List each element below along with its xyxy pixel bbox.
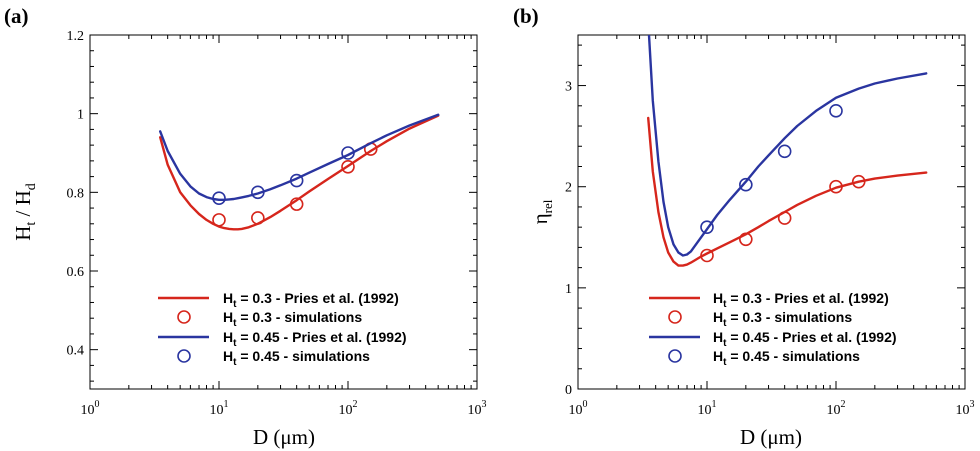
y-tick-label: 0.4	[67, 344, 85, 359]
legend-label-a-0: Ht = 0.3 - Pries et al. (1992)	[223, 290, 399, 310]
data-point-a-3	[289, 173, 304, 188]
y-axis-label-b: ηrel	[528, 199, 555, 224]
x-axis-label-b: D (μm)	[740, 425, 802, 449]
legend-label-b-0: Ht = 0.3 - Pries et al. (1992)	[713, 290, 889, 310]
y-tick-label: 3	[565, 80, 572, 95]
y-tick-label: 0.8	[67, 186, 85, 201]
panel-label-a: (a)	[4, 4, 29, 28]
data-point-a-3	[212, 191, 226, 206]
data-point-b-1	[700, 248, 714, 263]
legend-label-a-3: Ht = 0.45 - simulations	[223, 348, 370, 368]
data-point-a-3	[341, 146, 355, 160]
legend-label-a-2: Ht = 0.45 - Pries et al. (1992)	[223, 329, 407, 349]
legend-entry-b-2: Ht = 0.45 - Pries et al. (1992)	[649, 329, 897, 349]
data-point-a-1	[212, 213, 226, 227]
data-point-b-3	[700, 220, 714, 234]
data-point-b-3	[829, 104, 843, 118]
y-tick-label: 1.2	[67, 29, 85, 44]
x-tick-label: 101	[698, 399, 717, 418]
data-point-b-1	[851, 174, 866, 189]
data-point-a-1	[251, 211, 265, 225]
data-point-b-1	[777, 211, 792, 225]
x-tick-label: 102	[339, 399, 358, 418]
series-line-b-0	[647, 116, 928, 267]
legend-label-b-3: Ht = 0.45 - simulations	[713, 348, 860, 368]
data-point-a-3	[251, 185, 265, 200]
legend-entry-b-1: Ht = 0.3 - simulations	[668, 309, 852, 329]
ticks-b: 0 1 2 3 100 101 102 103	[565, 35, 975, 418]
legend-entry-a-3: Ht = 0.45 - simulations	[177, 348, 370, 368]
legend-swatch-b-1	[668, 310, 682, 324]
series-line-a-2	[158, 113, 440, 202]
data-point-a-1	[289, 197, 304, 211]
legend-b: Ht = 0.3 - Pries et al. (1992) Ht = 0.3 …	[649, 290, 897, 368]
series-b	[647, 35, 928, 267]
x-tick-label: 101	[210, 399, 229, 418]
legend-entry-a-0: Ht = 0.3 - Pries et al. (1992)	[158, 290, 399, 310]
plot-frame-b	[577, 34, 966, 390]
y-axis-label-a: Ht / Hd	[11, 183, 39, 241]
y-tick-label: 2	[565, 181, 572, 196]
data-point-a-1	[341, 159, 355, 174]
legend-swatch-b-3	[668, 349, 682, 363]
x-tick-label: 102	[827, 399, 846, 418]
legend-entry-b-0: Ht = 0.3 - Pries et al. (1992)	[649, 290, 889, 310]
legend-entry-a-1: Ht = 0.3 - simulations	[177, 309, 362, 329]
legend-label-a-1: Ht = 0.3 - simulations	[223, 309, 362, 329]
x-tick-label: 103	[956, 399, 975, 418]
ticks-a: 0.4 0.6 0.8 1 1.2 100 101 102 103	[67, 29, 487, 418]
plot-area-b: 0 1 2 3 100 101 102 103	[565, 34, 975, 418]
data-point-b-1	[739, 232, 753, 247]
data-point-b-3	[739, 177, 753, 192]
legend-entry-b-3: Ht = 0.45 - simulations	[668, 348, 860, 368]
plot-frame-a	[89, 34, 478, 390]
series-line-a-0	[158, 114, 440, 231]
series-line-b-2	[647, 35, 928, 257]
panel-label-b: (b)	[513, 4, 539, 28]
legend-swatch-a-1	[177, 310, 191, 324]
panel-a: (a) Ht / Hd 0.4 0.6 0.8 1 1.2 100 101 102 103 Ht…	[4, 4, 487, 449]
series-a	[158, 113, 440, 231]
legend-label-b-2: Ht = 0.45 - Pries et al. (1992)	[713, 329, 897, 349]
legend-entry-a-2: Ht = 0.45 - Pries et al. (1992)	[158, 329, 407, 349]
panel-b: (b) ηrel 0 1 2 3 100 101 102 103 Ht = 0.3 - Pri…	[513, 4, 975, 449]
data-point-b-3	[777, 144, 792, 159]
x-tick-label: 100	[81, 399, 100, 418]
y-tick-label: 0	[565, 383, 572, 398]
x-tick-label: 100	[569, 399, 588, 418]
legend-a: Ht = 0.3 - Pries et al. (1992) Ht = 0.3 …	[158, 290, 407, 368]
legend-label-b-1: Ht = 0.3 - simulations	[713, 309, 852, 329]
y-tick-label: 1	[77, 108, 84, 123]
legend-swatch-a-3	[177, 349, 191, 363]
data-point-b-1	[829, 179, 843, 194]
y-tick-label: 1	[565, 282, 572, 297]
x-axis-label-a: D (μm)	[253, 425, 315, 449]
x-tick-label: 103	[468, 399, 487, 418]
y-tick-label: 0.6	[67, 265, 85, 280]
plot-area-a: 0.4 0.6 0.8 1 1.2 100 101 102 103	[67, 29, 487, 418]
